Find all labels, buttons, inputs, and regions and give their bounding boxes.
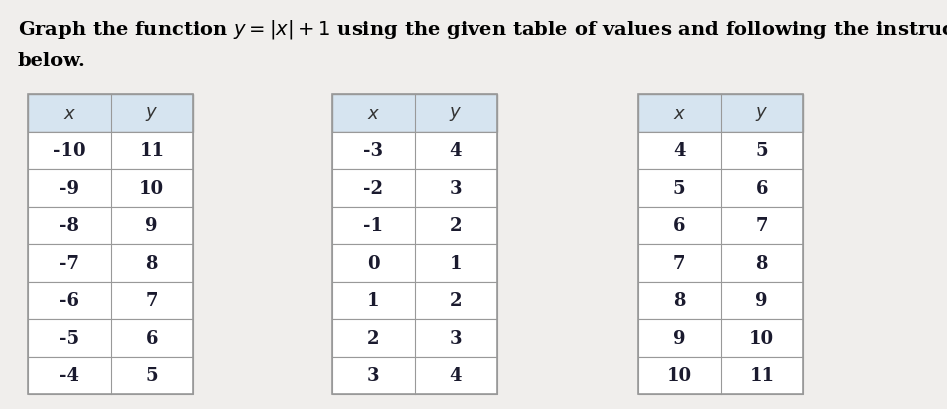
Text: 3: 3 xyxy=(450,329,462,347)
Text: 1: 1 xyxy=(367,292,380,310)
Text: 11: 11 xyxy=(139,142,164,160)
Text: 6: 6 xyxy=(146,329,158,347)
Bar xyxy=(638,170,803,207)
Bar xyxy=(332,245,497,282)
Bar xyxy=(332,207,497,245)
Text: 7: 7 xyxy=(756,217,768,235)
Text: 9: 9 xyxy=(673,329,686,347)
Text: 5: 5 xyxy=(146,366,158,384)
Text: $\mathit{y}$: $\mathit{y}$ xyxy=(449,104,462,122)
Text: 8: 8 xyxy=(146,254,158,272)
Text: $\mathit{x}$: $\mathit{x}$ xyxy=(672,104,686,122)
Text: -1: -1 xyxy=(364,217,384,235)
Bar xyxy=(332,170,497,207)
Text: $\mathit{x}$: $\mathit{x}$ xyxy=(366,104,380,122)
Text: -10: -10 xyxy=(53,142,85,160)
Bar xyxy=(28,207,193,245)
Text: below.: below. xyxy=(18,52,86,70)
Text: 10: 10 xyxy=(139,179,165,197)
Text: -5: -5 xyxy=(59,329,80,347)
Bar xyxy=(28,282,193,319)
Text: $\mathit{y}$: $\mathit{y}$ xyxy=(145,104,158,122)
Text: -7: -7 xyxy=(60,254,80,272)
Bar xyxy=(28,132,193,170)
Bar xyxy=(638,132,803,170)
Text: 11: 11 xyxy=(749,366,775,384)
Bar xyxy=(332,95,497,394)
Text: -9: -9 xyxy=(60,179,80,197)
Text: 4: 4 xyxy=(673,142,686,160)
Bar xyxy=(638,245,803,282)
Text: 4: 4 xyxy=(450,366,462,384)
Text: 8: 8 xyxy=(673,292,686,310)
Bar xyxy=(28,95,193,132)
Text: -8: -8 xyxy=(60,217,80,235)
Text: 2: 2 xyxy=(450,217,462,235)
Bar xyxy=(332,319,497,357)
Bar xyxy=(332,132,497,170)
Text: 5: 5 xyxy=(673,179,686,197)
Text: -2: -2 xyxy=(364,179,384,197)
Text: 6: 6 xyxy=(673,217,686,235)
Text: 3: 3 xyxy=(450,179,462,197)
Text: -4: -4 xyxy=(60,366,80,384)
Text: 10: 10 xyxy=(749,329,775,347)
Text: 7: 7 xyxy=(146,292,158,310)
Text: $\mathit{x}$: $\mathit{x}$ xyxy=(63,104,76,122)
Bar xyxy=(28,357,193,394)
Text: 8: 8 xyxy=(756,254,768,272)
Text: 10: 10 xyxy=(667,366,692,384)
Text: 5: 5 xyxy=(756,142,768,160)
Bar xyxy=(332,357,497,394)
Text: -6: -6 xyxy=(60,292,80,310)
Text: $\mathit{y}$: $\mathit{y}$ xyxy=(755,104,768,122)
Bar xyxy=(638,357,803,394)
Text: 9: 9 xyxy=(756,292,768,310)
Bar xyxy=(28,95,193,394)
Text: 9: 9 xyxy=(146,217,158,235)
Bar xyxy=(28,170,193,207)
Text: 4: 4 xyxy=(450,142,462,160)
Bar xyxy=(28,319,193,357)
Bar xyxy=(638,207,803,245)
Bar xyxy=(332,282,497,319)
Text: 7: 7 xyxy=(673,254,686,272)
Text: 1: 1 xyxy=(450,254,462,272)
Text: Graph the function $y = |x| + 1$ using the given table of values and following t: Graph the function $y = |x| + 1$ using t… xyxy=(18,18,947,41)
Text: 2: 2 xyxy=(450,292,462,310)
Text: 3: 3 xyxy=(367,366,380,384)
Bar xyxy=(28,245,193,282)
Bar xyxy=(332,95,497,132)
Bar xyxy=(638,95,803,394)
Bar xyxy=(638,282,803,319)
Bar xyxy=(638,95,803,132)
Text: 6: 6 xyxy=(756,179,768,197)
Bar xyxy=(638,319,803,357)
Text: -3: -3 xyxy=(364,142,384,160)
Text: 2: 2 xyxy=(367,329,380,347)
Text: 0: 0 xyxy=(366,254,380,272)
